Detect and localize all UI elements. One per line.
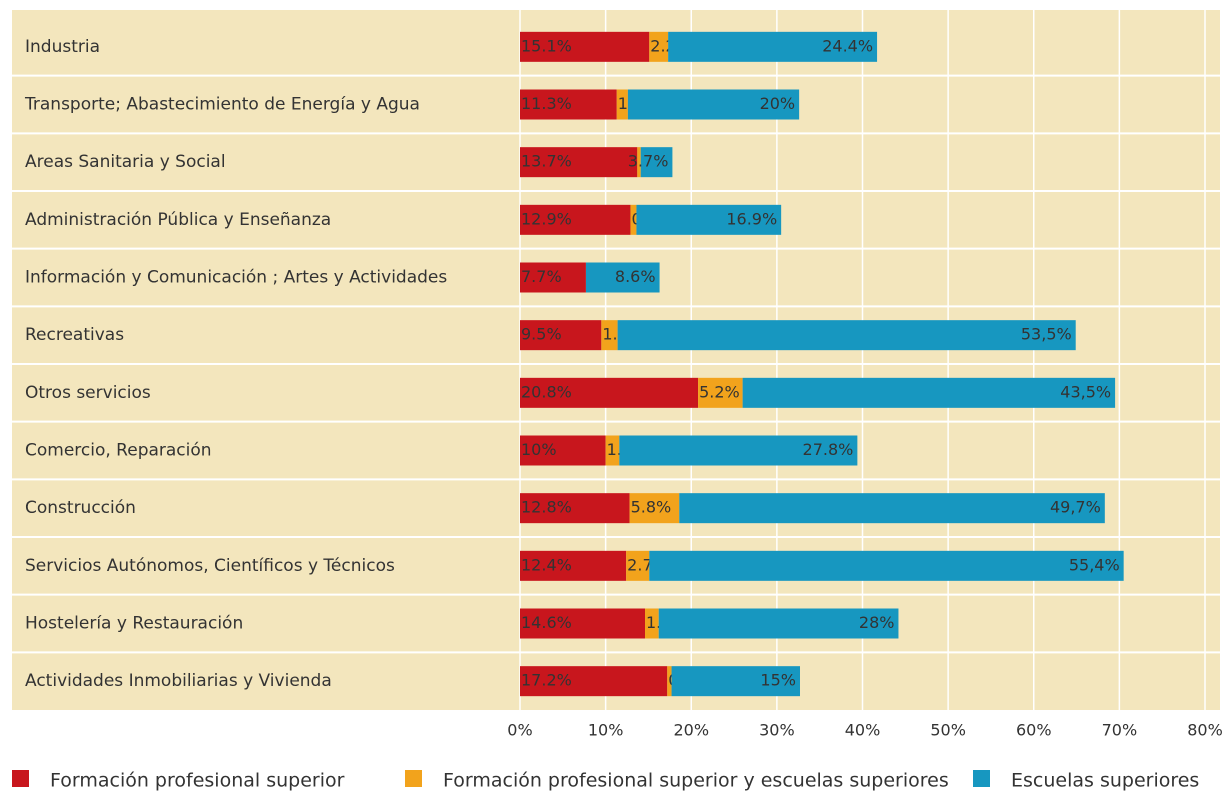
category-label: Transporte; Abastecimiento de Energía y … [24,95,420,115]
bar-segment [626,550,650,581]
data-label: 12.4% [521,555,572,574]
legend-swatch [405,770,422,787]
bar-segment [629,493,680,524]
x-tick-label: 10% [588,721,624,740]
bar-segment [520,147,638,178]
category-label: Otros servicios [25,383,151,403]
data-label: 8.6% [615,267,656,286]
bar-segment [667,666,672,697]
legend-label: Escuelas superiores [1011,770,1199,792]
x-tick-label: 60% [1016,721,1052,740]
bar-segment [601,320,618,351]
bar-segment [630,204,637,235]
bar-segment [658,608,899,639]
category-label: Construcción [25,498,136,518]
bar-segment [520,262,586,293]
data-label: 17.2% [521,671,572,690]
data-label: 28% [859,613,895,632]
data-label: 7.7% [521,267,562,286]
data-label: 9.5% [521,325,562,344]
bar-segment [679,493,1105,524]
bar-segment [520,204,631,235]
bar-segment [520,666,668,697]
data-label: 15% [760,671,796,690]
data-label: 24.4% [822,36,873,55]
bar-segment [640,147,673,178]
category-label: Areas Sanitaria y Social [25,152,226,172]
data-label: 3.7% [628,152,669,171]
data-label: 13.7% [521,152,572,171]
category-label: Hostelería y Restauración [25,614,243,634]
bar-segment [619,435,858,466]
bar-segment [742,377,1116,408]
legend-swatch [973,770,990,787]
bar-segment [585,262,660,293]
data-label: 20.8% [521,382,572,401]
data-label: 15.1% [521,36,572,55]
x-tick-label: 40% [845,721,881,740]
data-label: 12.8% [521,498,572,517]
bar-segment [520,377,699,408]
category-label: Comercio, Reparación [25,441,212,461]
legend-label: Formación profesional superior [50,770,345,792]
data-label: 16.9% [726,209,777,228]
bar-segment [637,147,641,178]
category-label: Administración Pública y Enseñanza [25,210,331,230]
legend-swatch [12,770,29,787]
category-label: Recreativas [25,325,124,345]
bar-segment [520,608,646,639]
x-tick-label: 20% [673,721,709,740]
data-label: 43,5% [1060,382,1111,401]
bar-segment [645,608,659,639]
data-label: 11.3% [521,94,572,113]
x-tick-label: 30% [759,721,795,740]
x-tick-label: 50% [930,721,966,740]
bar-segment [616,89,628,120]
bar-segment [668,31,878,62]
bar-segment [671,666,800,697]
bar-segment [605,435,620,466]
bar-segment [520,550,627,581]
bar-segment [617,320,1076,351]
plot-background [12,10,1220,710]
bar-segment [649,550,1124,581]
bar-segment [636,204,782,235]
bar-segment [520,435,606,466]
legend-label: Formación profesional superior y escuela… [443,770,949,792]
category-label: Industria [25,37,100,57]
data-label: 12.9% [521,209,572,228]
bar-segment [627,89,800,120]
bar-segment [520,320,602,351]
bar-segment [520,493,630,524]
category-label: Actividades Inmobiliarias y Vivienda [25,671,332,691]
bar-segment [520,31,650,62]
data-label: 14.6% [521,613,572,632]
bar-segment [520,89,617,120]
data-label: 55,4% [1069,555,1120,574]
x-tick-label: 80% [1187,721,1223,740]
category-label: Información y Comunicación ; Artes y Act… [25,268,447,288]
data-label: 49,7% [1050,498,1101,517]
data-label: 5.8% [631,498,672,517]
category-label: Servicios Autónomos, Científicos y Técni… [25,556,395,576]
data-label: 10% [521,440,557,459]
data-label: 20% [760,94,796,113]
data-label: 5.2% [699,382,740,401]
x-tick-label: 70% [1102,721,1138,740]
bar-segment [649,31,669,62]
x-tick-label: 0% [507,721,532,740]
bar-segment [698,377,743,408]
data-label: 53,5% [1021,325,1072,344]
data-label: 27.8% [803,440,854,459]
